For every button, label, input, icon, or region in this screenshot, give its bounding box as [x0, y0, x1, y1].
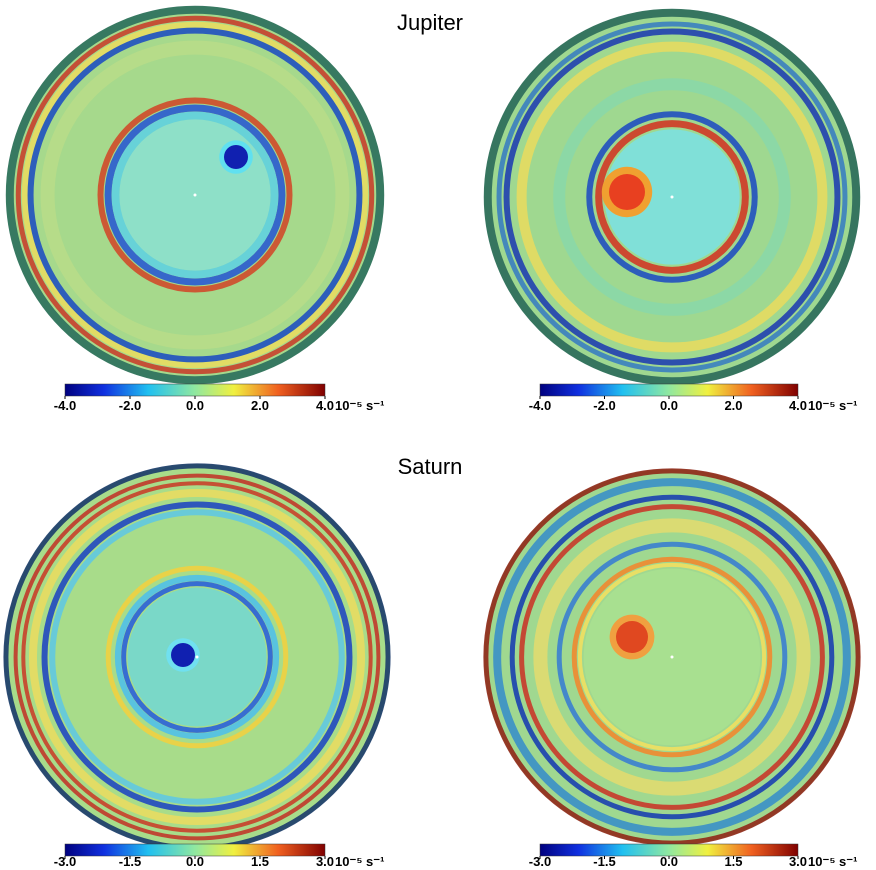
colorbar-tick-label: -3.0 — [529, 854, 551, 869]
colorbar-tick-label: 0.0 — [660, 398, 678, 413]
colorbar-tick-label: 3.0 — [316, 854, 334, 869]
colorbar-unit: 10⁻⁵ s⁻¹ — [335, 398, 384, 413]
colorbar — [65, 384, 325, 396]
colorbar-tick-label: 0.0 — [660, 854, 678, 869]
pole — [196, 656, 199, 659]
colorbar — [540, 384, 798, 396]
colorbar-tick-label: 3.0 — [789, 854, 807, 869]
figure: Jupiter Saturn -4.0-2.00.02.04.010⁻⁵ s⁻¹… — [0, 0, 876, 870]
colorbar-tick-label: -2.0 — [119, 398, 141, 413]
colorbar-tick-label: 2.0 — [251, 398, 269, 413]
colorbar-tick-label: 2.0 — [724, 398, 742, 413]
colorbar-tick-label: 0.0 — [186, 398, 204, 413]
pole — [671, 656, 674, 659]
colorbar-tick-label: 4.0 — [316, 398, 334, 413]
colorbar-unit: 10⁻⁵ s⁻¹ — [335, 854, 384, 869]
colorbar-tick-label: 0.0 — [186, 854, 204, 869]
vortex — [224, 145, 248, 169]
colorbar-tick-label: 1.5 — [251, 854, 269, 869]
colorbar-tick-label: -1.5 — [593, 854, 615, 869]
colorbar-tick-label: -1.5 — [119, 854, 141, 869]
colorbar-tick-label: -3.0 — [54, 854, 76, 869]
colorbar-tick-label: -4.0 — [54, 398, 76, 413]
section-title: Jupiter — [397, 10, 463, 35]
pole — [671, 196, 674, 199]
vortex — [609, 174, 645, 210]
vortex — [616, 621, 648, 653]
colorbar-tick-label: 4.0 — [789, 398, 807, 413]
colorbar-tick-label: -4.0 — [529, 398, 551, 413]
colorbar-unit: 10⁻⁵ s⁻¹ — [808, 398, 857, 413]
pole — [194, 194, 197, 197]
vortex — [171, 643, 195, 667]
colorbar-unit: 10⁻⁵ s⁻¹ — [808, 854, 857, 869]
colorbar-tick-label: -2.0 — [593, 398, 615, 413]
colorbar-tick-label: 1.5 — [724, 854, 742, 869]
section-title: Saturn — [398, 454, 463, 479]
